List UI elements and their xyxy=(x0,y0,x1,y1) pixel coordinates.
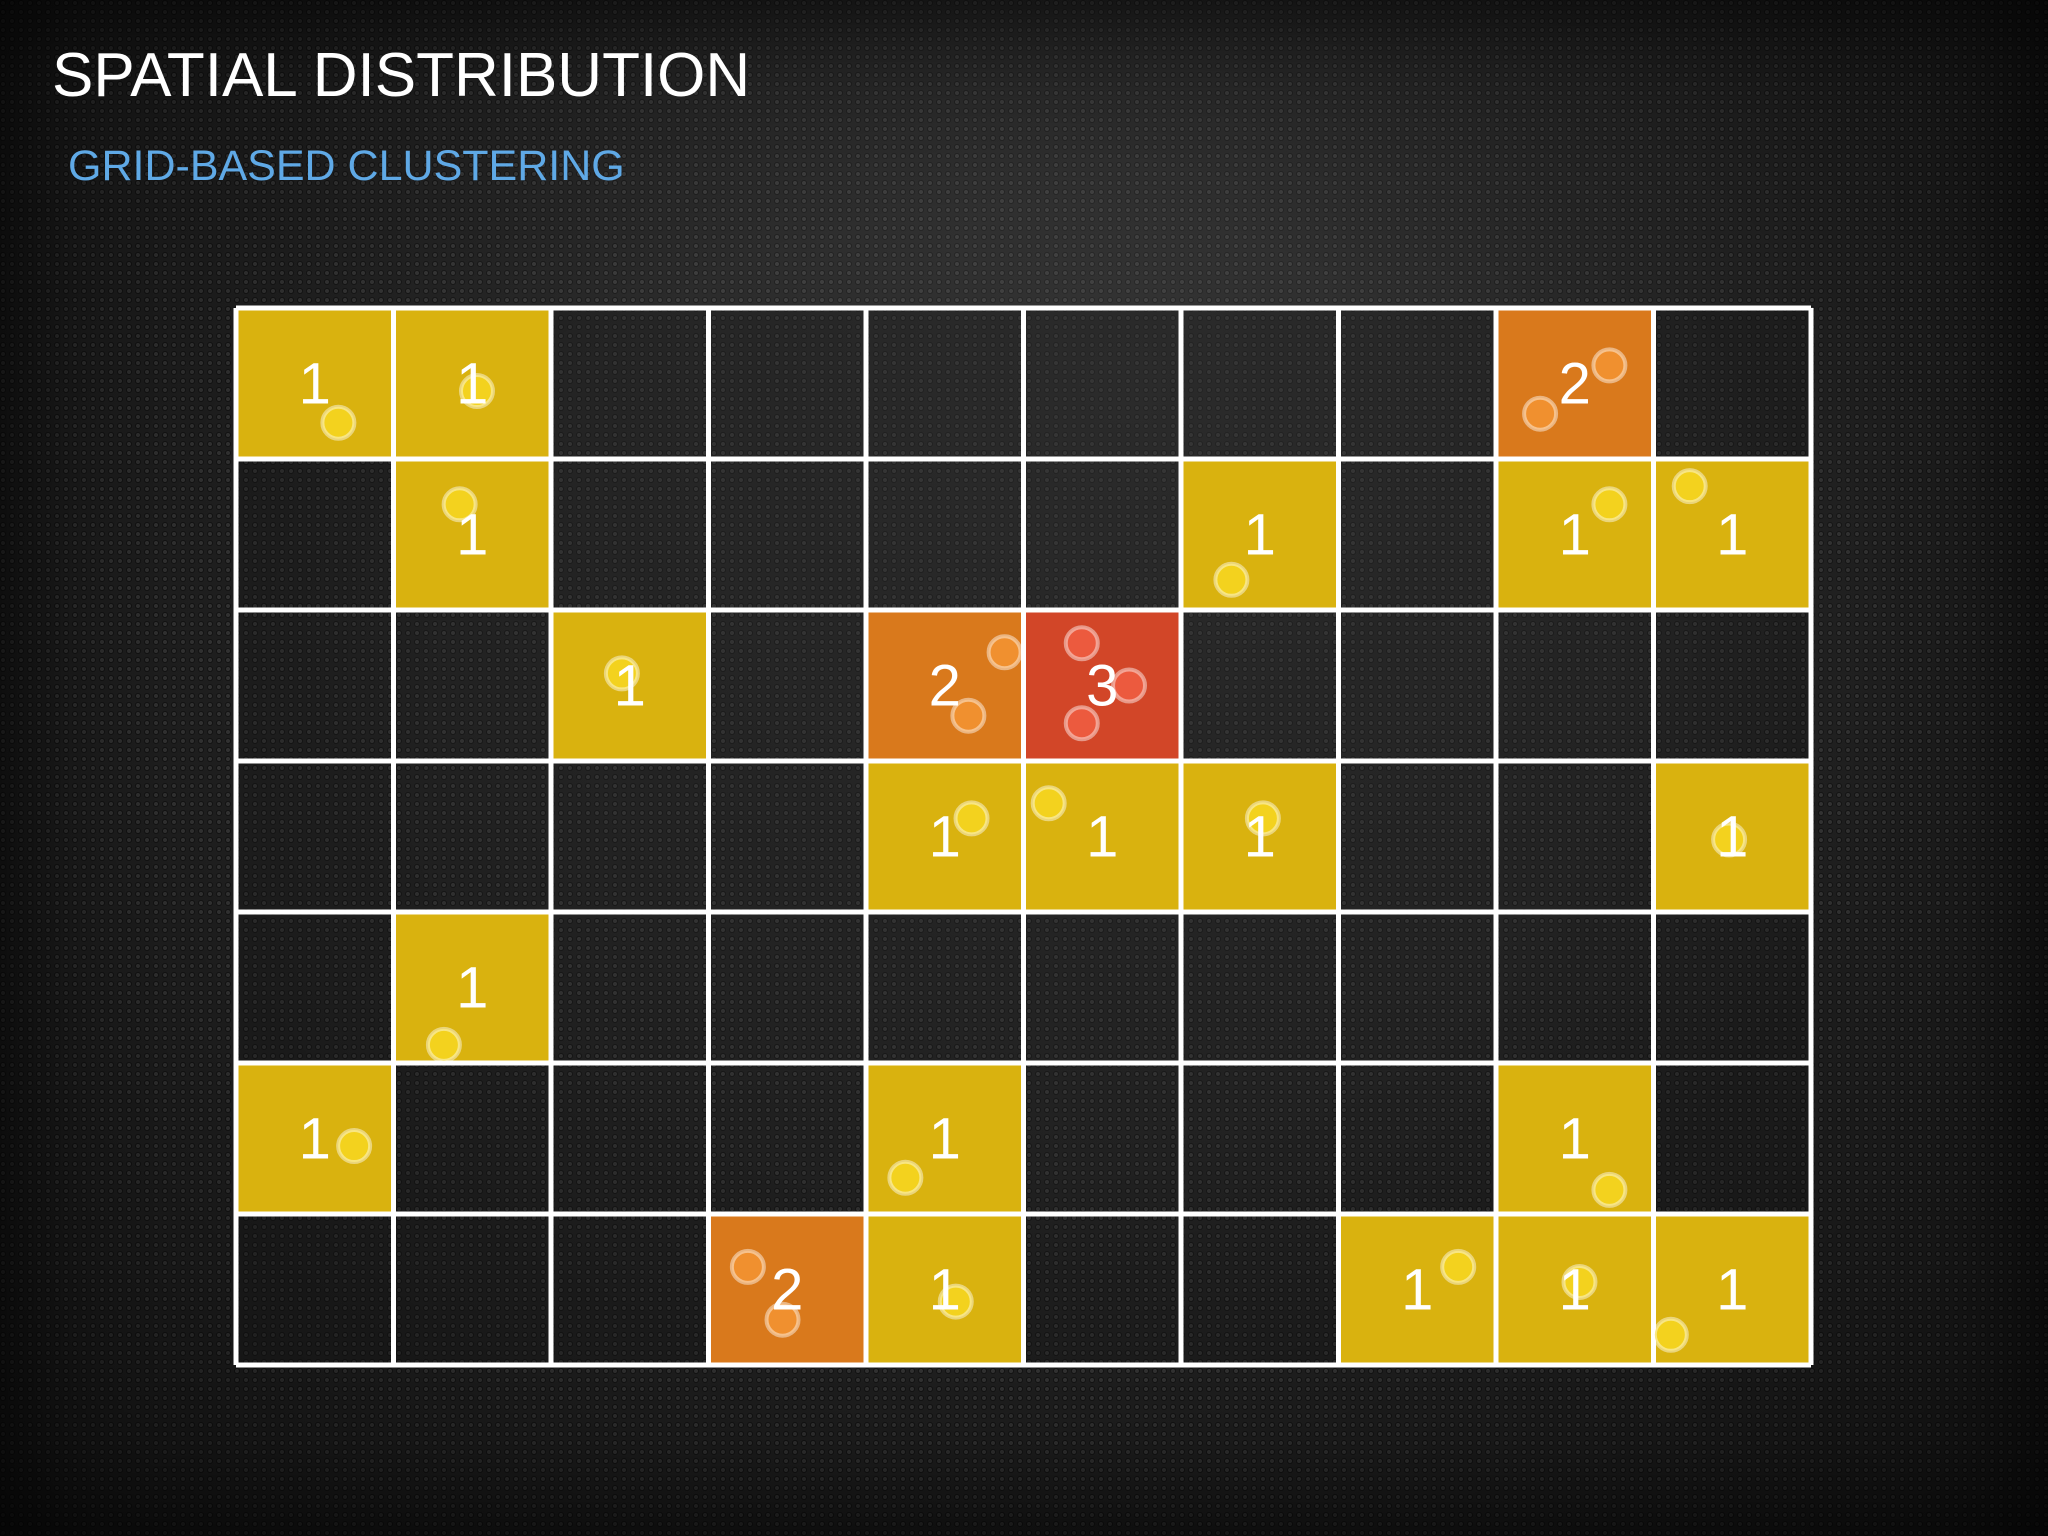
cell-count-r7-c9: 1 xyxy=(1559,1258,1591,1323)
grid-cell-r7-c4 xyxy=(708,1214,866,1365)
data-point-r7-c8-1 xyxy=(1440,1248,1477,1285)
data-point-r6-c5-1 xyxy=(887,1159,924,1196)
cell-count-r4-c7: 1 xyxy=(1244,805,1276,870)
slide-subtitle: GRID-BASED CLUSTERING xyxy=(68,142,625,190)
data-point-r4-c6-1 xyxy=(1030,785,1067,822)
cell-count-r7-c5: 1 xyxy=(929,1258,961,1323)
cell-count-r4-c10: 1 xyxy=(1716,805,1748,870)
cell-count-r2-c10: 1 xyxy=(1716,503,1748,568)
data-point-r6-c1-1 xyxy=(336,1128,373,1165)
data-point-r2-c7-1 xyxy=(1213,561,1250,598)
grid-cell-r2-c2 xyxy=(393,459,551,610)
grid-cell-r7-c8 xyxy=(1338,1214,1496,1365)
cell-count-r6-c9: 1 xyxy=(1559,1107,1591,1172)
data-point-r3-c5-1 xyxy=(986,634,1023,671)
data-point-r7-c4-1 xyxy=(729,1248,766,1285)
data-point-r1-c9-1 xyxy=(1591,347,1628,384)
cell-count-r1-c2: 1 xyxy=(456,352,488,417)
data-point-r5-c2-1 xyxy=(425,1026,462,1063)
cell-count-r1-c9: 2 xyxy=(1559,352,1591,417)
grid-cell-r6-c5 xyxy=(866,1063,1024,1214)
data-point-r6-c9-1 xyxy=(1591,1171,1628,1208)
data-point-r3-c6-3 xyxy=(1063,705,1100,742)
cell-count-r7-c8: 1 xyxy=(1401,1258,1433,1323)
cell-count-r3-c6: 3 xyxy=(1086,654,1118,719)
cell-count-r4-c6: 1 xyxy=(1086,805,1118,870)
grid-lines xyxy=(233,305,1814,1368)
cell-count-r7-c10: 1 xyxy=(1716,1258,1748,1323)
cell-count-r7-c4: 2 xyxy=(771,1258,803,1323)
data-point-r2-c9-1 xyxy=(1591,486,1628,523)
data-point-r7-c10-1 xyxy=(1652,1316,1689,1353)
cell-count-r2-c2: 1 xyxy=(456,503,488,568)
data-point-r7-c9-1 xyxy=(1561,1263,1598,1300)
grid-cell-r4-c6 xyxy=(1023,761,1181,912)
data-point-r7-c5-1 xyxy=(937,1283,974,1320)
cell-count-r3-c3: 1 xyxy=(614,654,646,719)
grid-cell-r4-c7 xyxy=(1181,761,1339,912)
grid-cell-r2-c7 xyxy=(1181,459,1339,610)
cell-count-r6-c1: 1 xyxy=(299,1107,331,1172)
cell-count-labels: 1 1 2 1 1 1 1 1 2 3 1 1 1 1 1 1 1 1 2 1 1 1 1 xyxy=(299,352,1749,1323)
data-point-r2-c2-1 xyxy=(441,486,478,523)
data-point-r3-c3-1 xyxy=(603,655,640,692)
data-point-r7-c4-2 xyxy=(764,1301,801,1338)
data-point-r4-c10-1 xyxy=(1711,821,1748,858)
data-point-r3-c6-1 xyxy=(1063,625,1100,662)
grid-cell-r7-c5 xyxy=(866,1214,1024,1365)
data-point-r1-c2-1 xyxy=(458,373,495,410)
slide-title: SPATIAL DISTRIBUTION xyxy=(52,41,751,110)
grid-cell-r5-c2 xyxy=(393,912,551,1063)
grid-cell-r2-c9 xyxy=(1496,459,1654,610)
data-point-r2-c10-1 xyxy=(1671,468,1708,505)
grid-cell-r3-c5 xyxy=(866,610,1024,761)
cell-count-r6-c5: 1 xyxy=(929,1107,961,1172)
cell-count-r2-c9: 1 xyxy=(1559,503,1591,568)
data-point-r1-c9-2 xyxy=(1522,395,1559,432)
cell-count-r3-c5: 2 xyxy=(929,654,961,719)
grid-cell-r1-c9 xyxy=(1496,308,1654,459)
grid-cell-r3-c6 xyxy=(1023,610,1181,761)
cell-count-r4-c5: 1 xyxy=(929,805,961,870)
grid-cell-r6-c9 xyxy=(1496,1063,1654,1214)
data-points xyxy=(320,347,1748,1353)
data-point-r4-c5-1 xyxy=(953,800,990,837)
cell-count-r2-c7: 1 xyxy=(1244,503,1276,568)
cell-count-r1-c1: 1 xyxy=(299,352,331,417)
grid-cell-r4-c5 xyxy=(866,761,1024,912)
cell-count-r5-c2: 1 xyxy=(456,956,488,1021)
data-point-r1-c1-1 xyxy=(320,404,357,441)
data-point-r3-c6-2 xyxy=(1111,667,1148,704)
data-point-r3-c5-2 xyxy=(950,697,987,734)
grid-cell-r1-c1 xyxy=(236,308,394,459)
data-point-r4-c7-1 xyxy=(1244,800,1281,837)
